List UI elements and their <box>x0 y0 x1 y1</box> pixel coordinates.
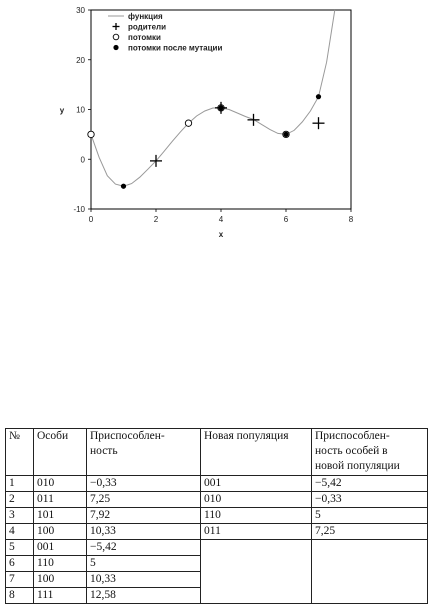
empty-new-population-cell <box>200 539 312 604</box>
table-row: 3 101 7,92 110 5 <box>5 507 428 524</box>
row-number: 7 <box>5 571 34 588</box>
parent-marker <box>247 113 260 126</box>
row-number: 8 <box>5 587 34 604</box>
header-fitness: Приспособлен- ность <box>86 428 201 476</box>
y-tick-label: 0 <box>81 155 86 164</box>
header-new-fitness-line: ность особей в <box>315 445 388 457</box>
table-row: 1 010 −0,33 001 −5,42 <box>5 475 428 492</box>
table-row: 4 100 10,33 011 7,25 <box>5 523 428 540</box>
population-table: № Особи Приспособлен- ность Новая популя… <box>5 428 428 604</box>
row-number: 1 <box>5 475 34 492</box>
y-tick-label: 20 <box>76 56 85 65</box>
x-tick-label: 8 <box>349 215 354 224</box>
header-fitness-line: Приспособлен- <box>90 430 165 442</box>
row-new-individual: 011 <box>200 523 312 540</box>
y-axis-label: y <box>60 106 65 115</box>
legend-label: потомки после мутации <box>128 44 222 53</box>
row-individual: 100 <box>33 571 87 588</box>
row-individual: 001 <box>33 539 87 556</box>
row-number: 3 <box>5 507 34 524</box>
y-tick-label: -10 <box>73 205 85 214</box>
function-curve <box>90 9 336 187</box>
mutated-offspring-marker <box>120 183 127 189</box>
legend-label-function: функция <box>128 12 163 21</box>
legend-label: потомки <box>128 33 161 42</box>
parent-marker <box>112 23 120 30</box>
header-new-population: Новая популяция <box>200 428 312 476</box>
row-fitness: 10,33 <box>86 523 201 540</box>
table-row: 5 001 −5,42 <box>5 539 428 604</box>
x-tick-label: 6 <box>284 215 289 224</box>
parent-marker <box>150 154 162 167</box>
function-curve-layer <box>90 9 336 187</box>
table-header-row: № Особи Приспособлен- ность Новая популя… <box>5 428 428 476</box>
header-number: № <box>5 428 34 476</box>
row-number: 5 <box>5 539 34 556</box>
row-fitness: 5 <box>86 555 201 572</box>
x-tick-label: 0 <box>89 215 94 224</box>
offspring-marker <box>87 130 95 139</box>
row-fitness: 7,92 <box>86 507 201 524</box>
row-individual: 010 <box>33 475 87 492</box>
row-number: 6 <box>5 555 34 572</box>
row-fitness: −5,42 <box>86 539 201 556</box>
parent-marker <box>312 117 325 130</box>
mutated-offspring-marker <box>113 44 119 51</box>
mutated-offspring-marker <box>315 94 322 100</box>
header-fitness-line: ность <box>90 445 118 457</box>
x-tick-label: 4 <box>219 215 224 224</box>
row-new-individual: 001 <box>200 475 312 492</box>
row-new-fitness: −0,33 <box>311 491 428 508</box>
row-individual: 101 <box>33 507 87 524</box>
header-individuals: Особи <box>33 428 87 476</box>
y-tick-label: 10 <box>76 106 85 115</box>
legend-label: родители <box>128 23 166 32</box>
mutated-offspring-marker <box>283 131 289 137</box>
row-fitness: 10,33 <box>86 571 201 588</box>
table-row: 7 100 10,33 <box>5 571 428 588</box>
row-fitness: −0,33 <box>86 475 201 492</box>
row-new-individual: 010 <box>200 491 312 508</box>
table-row: 8 111 12,58 <box>5 587 428 604</box>
row-new-individual: 110 <box>200 507 312 524</box>
table-row: 2 011 7,25 010 −0,33 <box>5 491 428 508</box>
header-new-fitness-line: новой популяции <box>315 460 400 472</box>
row-number: 4 <box>5 523 34 540</box>
row-individual: 111 <box>33 587 87 604</box>
offspring-marker <box>112 33 120 41</box>
row-number: 2 <box>5 491 34 508</box>
parent-marker <box>215 101 227 114</box>
header-new-fitness: Приспособлен- ность особей в новой попул… <box>311 428 428 476</box>
row-individual: 110 <box>33 555 87 572</box>
chart-axes: 0 2 4 6 8 -10 0 10 20 30 <box>73 6 353 224</box>
table-row: 6 110 5 <box>5 555 428 572</box>
row-individual: 100 <box>33 523 87 540</box>
header-new-fitness-line: Приспособлен- <box>315 430 390 442</box>
row-fitness: 7,25 <box>86 491 201 508</box>
data-points-layer <box>87 94 325 189</box>
empty-new-fitness-cell <box>311 539 428 604</box>
y-tick-label: 30 <box>76 6 85 15</box>
x-tick-label: 2 <box>154 215 159 224</box>
row-individual: 011 <box>33 491 87 508</box>
row-new-fitness: 7,25 <box>311 523 428 540</box>
row-fitness: 12,58 <box>86 587 201 604</box>
row-new-fitness: 5 <box>311 507 428 524</box>
offspring-marker <box>184 119 193 127</box>
x-axis-label: x <box>219 230 224 239</box>
row-new-fitness: −5,42 <box>311 475 428 492</box>
